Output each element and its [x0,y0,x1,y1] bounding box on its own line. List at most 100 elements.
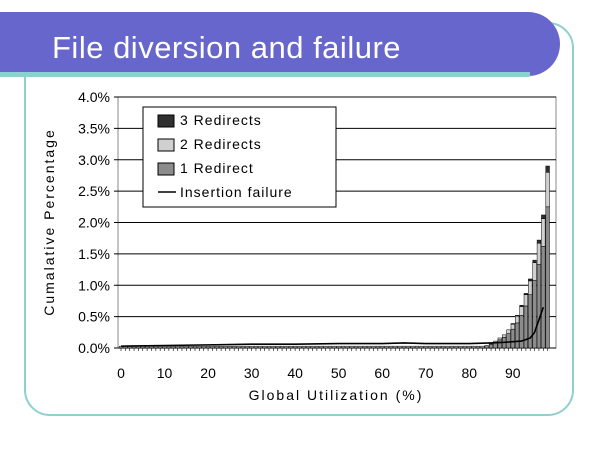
baseline-bar [301,345,306,349]
bar-1-redirect [541,246,546,349]
baseline-bar [188,345,193,349]
legend-swatch-3-redirects [157,114,175,128]
baseline-bar [436,345,441,349]
baseline-bar [293,345,298,349]
bar-3-redirects [510,323,515,325]
bar-2-redirects [502,334,507,338]
bar-3-redirects [519,305,524,307]
baseline-bar [232,345,237,349]
legend-swatch-2-redirects [157,138,175,152]
baseline-bar [175,345,180,349]
baseline-bar [162,345,167,349]
x-tick-label: 20 [200,365,216,381]
bar-2-redirects [510,323,515,330]
bar-1-redirect [523,305,528,349]
baseline-bar [266,345,272,349]
y-tick-label: 0.0% [78,340,110,356]
baseline-bar [249,345,254,349]
baseline-bar [275,345,280,349]
bar-3-redirects [523,293,528,295]
baseline-bar [258,345,263,349]
x-tick-label: 0 [117,365,125,381]
baseline-bar [471,345,476,349]
y-tick-label: 2.5% [78,183,110,199]
baseline-bar [380,345,385,349]
bar-1-redirect [515,322,520,349]
baseline-bar [414,345,420,349]
baseline-bar [219,345,224,349]
baseline-bar [284,345,289,349]
baseline-bar [327,345,333,349]
x-tick-label: 60 [374,365,390,381]
baseline-bar [297,345,302,349]
line-group [120,306,545,347]
baseline-bar [336,345,341,349]
bar-2-redirects [506,329,511,334]
title-bar [0,12,560,76]
baseline-bar [288,345,293,349]
bar-1-redirect [510,328,515,349]
bar-3-redirects [532,259,537,263]
baseline-bar [197,345,202,349]
baseline-bar [262,345,267,349]
bar-2-redirects [528,280,533,295]
bar-3-redirects [541,214,546,219]
y-tick-label: 3.5% [78,120,110,136]
bar-1-redirect [545,206,550,349]
baseline-bar [245,345,250,349]
bar-2-redirects [536,242,542,265]
baseline-bar [410,345,415,349]
baseline-bar [388,345,393,349]
baseline-bar [371,345,376,349]
legend-label-insertion-failure: Insertion failure [180,184,293,200]
slide-title: File diversion and failure [52,30,402,65]
bar-3-redirects [536,239,542,244]
bar-1-redirect [532,279,537,349]
x-tick-label: 90 [505,365,521,381]
baseline-bar [475,345,481,349]
baseline-bar [332,345,337,349]
baseline-bar [375,345,380,349]
baseline-bar [449,345,454,349]
bar-1-redirect [488,343,494,349]
bar-2-redirects [519,306,524,316]
baseline-bar [179,345,184,349]
baseline-bar [345,345,350,349]
x-tick-label: 40 [287,365,303,381]
bar-1-redirect [497,339,502,349]
y-tick-label: 4.0% [78,89,110,105]
legend-swatch-1-redirect [157,162,175,176]
legend: 3 Redirects 2 Redirects 1 Redirect Inser… [142,106,337,208]
y-tick-label: 2.0% [78,215,110,231]
baseline-bar [236,345,241,349]
bar-1-redirect [536,264,542,349]
baseline-bar [358,345,363,349]
y-axis-title: Cumalative Percentage [41,128,57,316]
baseline-bar [310,345,315,349]
baseline-bar [206,345,211,349]
baseline-bar [171,345,176,349]
x-tick-label: 10 [157,365,173,381]
baseline-bar [240,345,245,349]
baseline-bar [223,345,228,349]
baseline-bar [184,345,189,349]
line-insertion-failure [120,306,545,347]
bar-2-redirects [523,294,528,307]
baseline-bar [340,345,346,349]
legend-box [142,106,337,208]
x-tick-label: 80 [461,365,477,381]
baseline-bar [253,345,259,349]
baseline-bar [423,345,428,349]
bar-3-redirects [545,165,550,173]
baseline-bar [458,345,463,349]
legend-label-2-redirects: 2 Redirects [180,136,262,152]
baseline-bar [306,345,311,349]
baseline-bar [397,345,402,349]
bar-2-redirects [515,315,520,324]
baseline-bar [280,345,285,349]
x-tick-label: 30 [244,365,260,381]
baseline-bar [227,345,232,349]
legend-label-3-redirects: 3 Redirects [180,112,262,128]
x-tick-label: 50 [331,365,347,381]
